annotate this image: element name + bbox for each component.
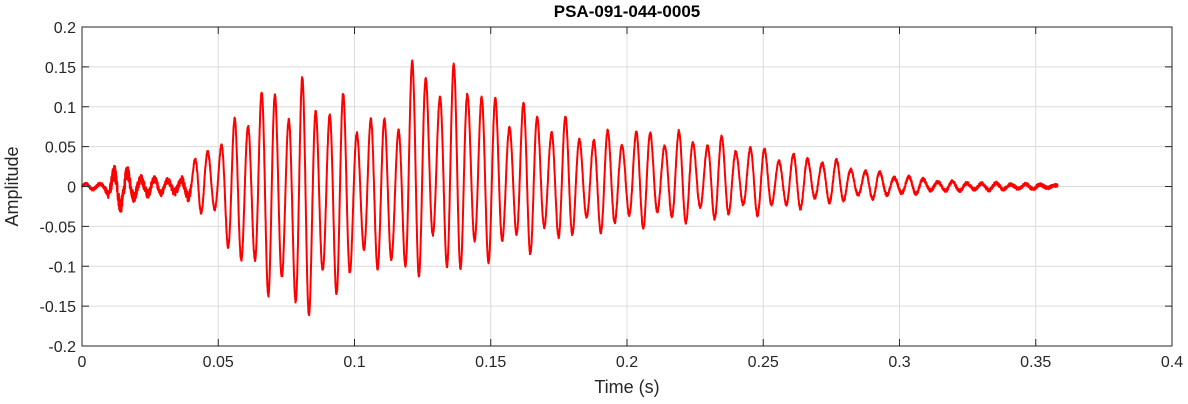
y-tick-label: 0.1	[54, 100, 76, 117]
x-tick-label: 0	[78, 354, 87, 371]
x-tick-label: 0.25	[748, 354, 779, 371]
x-tick-label: 0.15	[475, 354, 506, 371]
x-tick-label: 0.35	[1020, 354, 1051, 371]
y-tick-label: -0.15	[40, 299, 77, 316]
x-tick-label: 0.2	[616, 354, 638, 371]
y-tick-label: 0.2	[54, 20, 76, 37]
y-tick-label: 0.05	[45, 140, 76, 157]
x-axis-label: Time (s)	[594, 377, 659, 397]
y-tick-label: -0.2	[48, 339, 76, 356]
x-tick-label: 0.3	[888, 354, 910, 371]
x-tick-label: 0.4	[1161, 354, 1183, 371]
ticks: 0 0.05 0.1 0.15 0.2 0.25 0.3 0.35 0.4 -0.2 -0.15 -0…	[40, 20, 1184, 371]
chart-title: PSA-091-044-0005	[554, 2, 700, 21]
y-tick-label: -0.1	[48, 259, 76, 276]
y-tick-label: 0	[67, 180, 76, 197]
x-tick-label: 0.1	[343, 354, 365, 371]
y-tick-label: 0.15	[45, 60, 76, 77]
x-tick-label: 0.05	[203, 354, 234, 371]
series-line	[81, 59, 1059, 317]
y-axis-label: Amplitude	[2, 146, 22, 226]
series-layer	[81, 59, 1059, 317]
y-tick-label: -0.05	[40, 219, 77, 236]
